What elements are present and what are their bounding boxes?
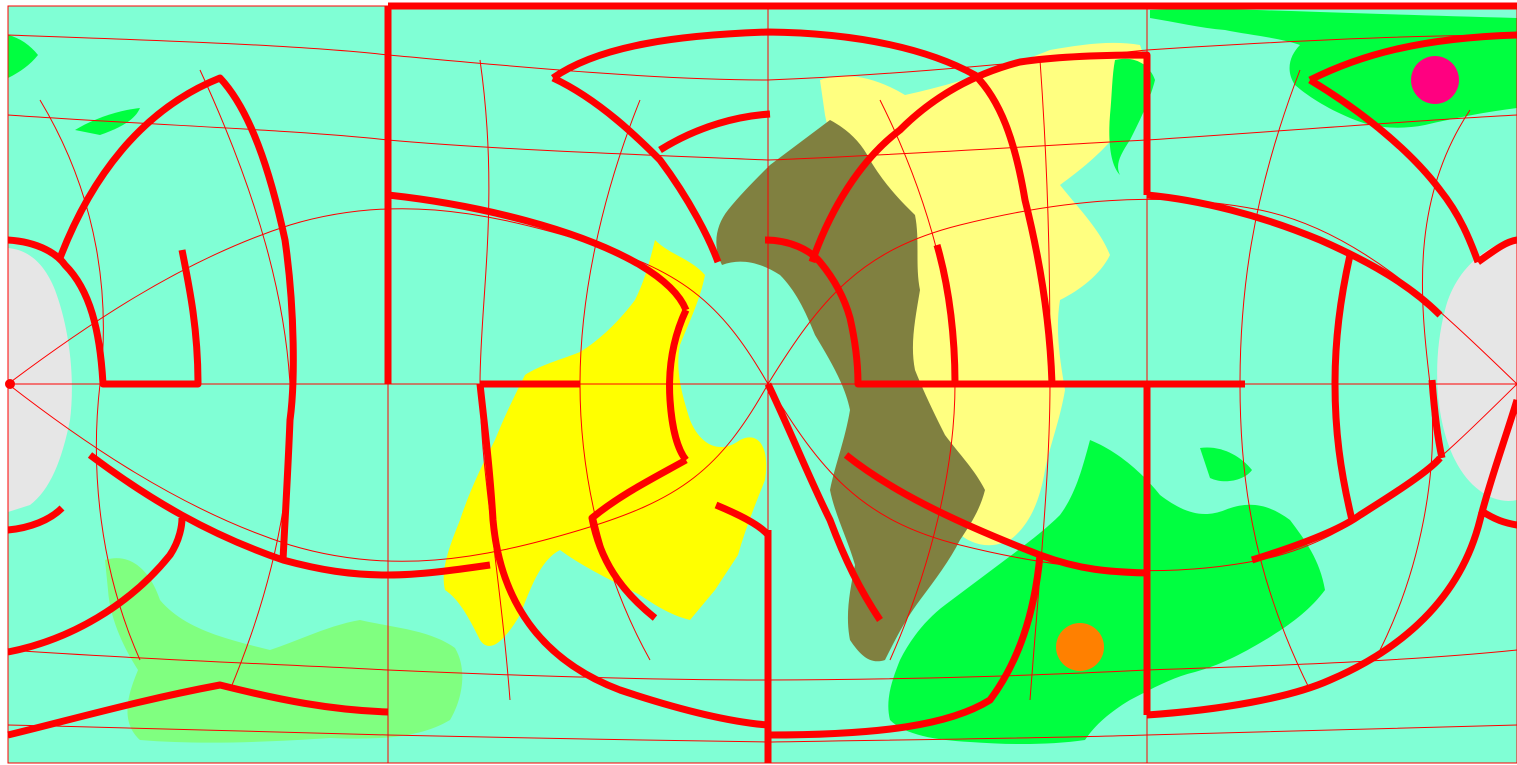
light-green-continent [105, 558, 463, 743]
green-continent-south [888, 440, 1325, 745]
orange-marker[interactable] [1056, 623, 1104, 671]
edge-node [5, 379, 15, 389]
tile-boundaries [7, 2, 1517, 763]
pale-yellow-continent [820, 42, 1144, 546]
polar-ice-east [1437, 238, 1517, 501]
green-island-west [8, 35, 38, 78]
green-island-east [1200, 447, 1252, 482]
olive-continent [716, 120, 985, 662]
magenta-marker[interactable] [1411, 56, 1459, 104]
bright-yellow-continent [443, 240, 767, 646]
polar-ice-west [8, 248, 72, 512]
